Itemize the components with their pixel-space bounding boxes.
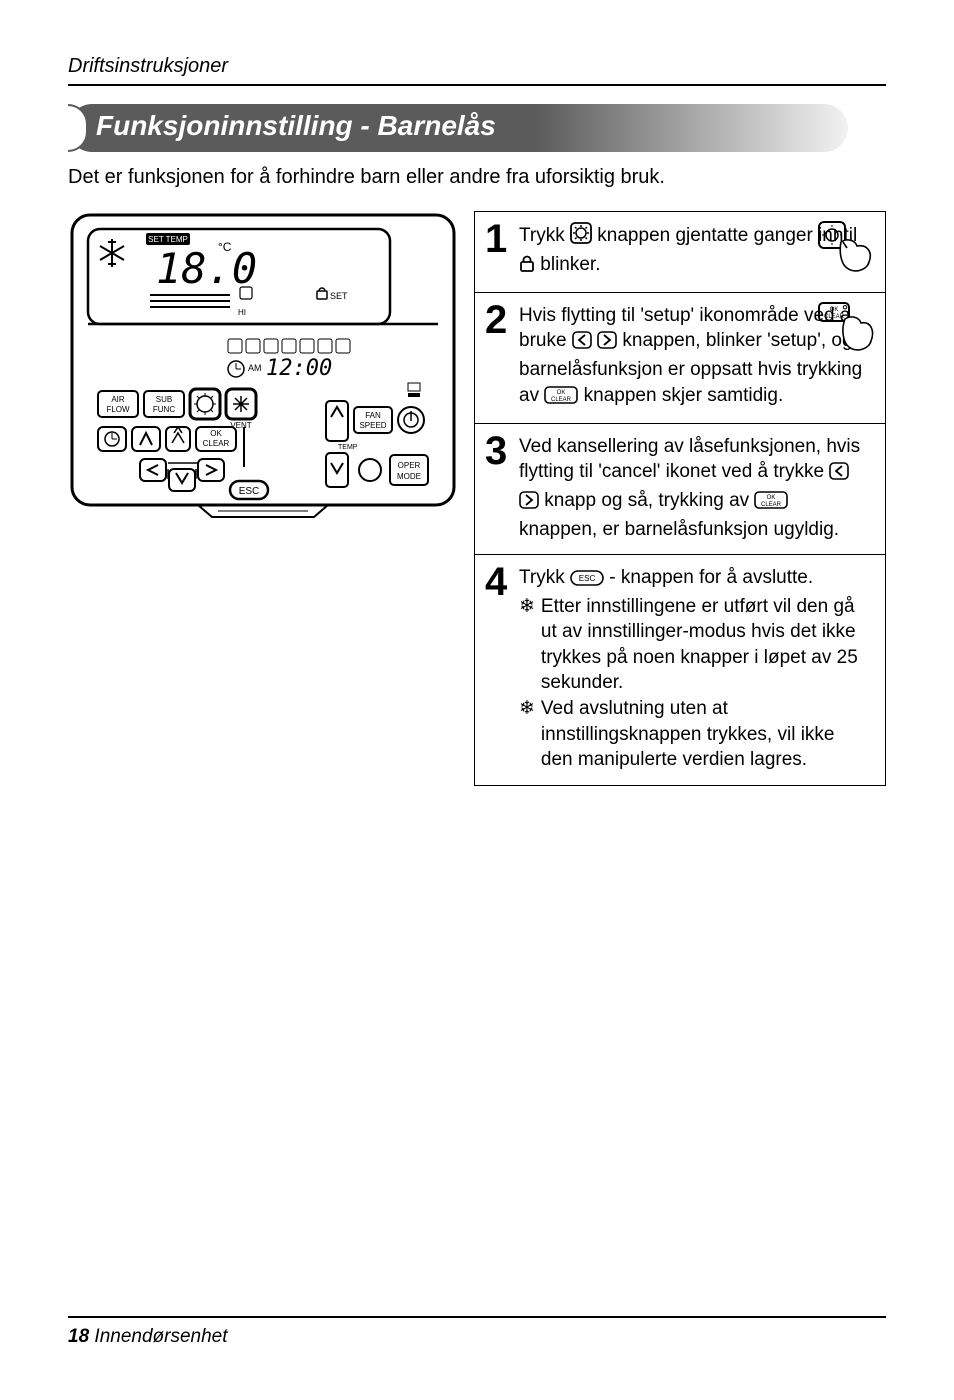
note-text: Ved avslutning uten at innstillingsknapp… [541,696,871,773]
left-arrow-box-icon [572,331,592,357]
svg-text:FUNC: FUNC [153,405,175,414]
svg-text:SPEED: SPEED [359,421,386,430]
hand-press-icon: OKCLEAR [817,301,877,362]
svg-text:CLEAR: CLEAR [761,502,782,508]
step-1: 1 Trykk knappen gjentatte ganger inntil … [474,211,886,293]
display-time: 12:00 [266,356,332,381]
footer-section: Innendørsenhet [94,1326,227,1347]
right-arrow-box-icon [519,491,539,517]
remote-illustration: SET TEMP 18.0 °C HI SET [68,211,458,541]
hand-press-icon [817,220,877,281]
svg-text:FLOW: FLOW [106,405,130,414]
step-3: 3 Ved kansellering av låsefunksjonen, hv… [474,423,886,556]
step-body: Ved kansellering av låsefunksjonen, hvis… [519,434,871,543]
lock-icon [519,255,535,281]
svg-text:TEMP: TEMP [338,444,358,451]
step-number: 1 [485,222,513,280]
step-text: Trykk [519,225,570,246]
step-text: - knappen for å avslutte. [609,567,813,588]
svg-text:OK: OK [210,429,222,438]
svg-text:AIR: AIR [111,395,125,404]
svg-text:OK: OK [767,495,776,501]
note-text: Etter innstillingene er utført vil den g… [541,594,871,697]
gear-box-icon [570,222,592,252]
step-text: blinker. [540,254,600,275]
svg-text:°C: °C [218,240,232,254]
intro-text: Det er funksjonen for å forhindre barn e… [68,166,886,189]
right-arrow-box-icon [597,331,617,357]
snowflake-bullet-icon: ❄ [519,696,535,773]
svg-text:OK: OK [830,307,839,313]
section-title-pill: Funksjoninnstilling - Barnelås [68,104,886,152]
svg-text:CLEAR: CLEAR [824,314,845,320]
ok-clear-icon: OKCLEAR [754,491,788,517]
svg-text:VENT: VENT [230,421,251,430]
step-text: knappen, er barnelåsfunksjon ugyldig. [519,519,839,540]
remote-svg: SET TEMP 18.0 °C HI SET [68,211,458,541]
footer-rule [68,1316,886,1318]
display-set-label: SET [330,291,348,301]
step-body: Trykk ESC - knappen for å avslutte. ❄ Et… [519,565,871,773]
steps-column: 1 Trykk knappen gjentatte ganger inntil … [474,211,886,786]
svg-text:FAN: FAN [365,411,381,420]
step-text: Trykk [519,567,570,588]
step-text: knappen skjer samtidig. [584,385,784,406]
footer-text: 18 Innendørsenhet [68,1326,886,1348]
page-number: 18 [68,1326,89,1347]
step-text: knapp og så, trykking av [544,490,754,511]
snowflake-bullet-icon: ❄ [519,594,535,697]
svg-text:ESC: ESC [239,486,260,497]
step-4: 4 Trykk ESC - knappen for å avslutte. ❄ … [474,554,886,786]
display-temp: 18.0 [156,244,257,293]
page: Driftsinstruksjoner Funksjoninnstilling … [0,0,954,1400]
header-rule [68,84,886,86]
set-temp-label: SET TEMP [148,235,188,244]
step-number: 2 [485,303,513,412]
svg-text:HI: HI [238,308,246,317]
content-row: SET TEMP 18.0 °C HI SET [68,211,886,786]
step-number: 4 [485,565,513,773]
svg-text:OK: OK [557,390,566,396]
esc-pill-icon: ESC [570,568,604,594]
display-am: AM [248,363,262,373]
step-text: Ved kansellering av låsefunksjonen, hvis… [519,436,860,483]
svg-text:MODE: MODE [397,472,421,481]
svg-text:CLEAR: CLEAR [551,397,572,403]
svg-text:SUB: SUB [156,395,172,404]
section-title: Funksjoninnstilling - Barnelås [96,110,496,142]
svg-text:ESC: ESC [579,574,596,583]
ok-clear-icon: OKCLEAR [544,386,578,412]
page-footer: 18 Innendørsenhet [68,1316,886,1348]
svg-text:CLEAR: CLEAR [203,439,230,448]
left-arrow-box-icon [829,462,849,488]
svg-text:OPER: OPER [398,461,421,470]
step-2: 2 Hvis flytting til 'setup' ikonområde v… [474,292,886,425]
step-number: 3 [485,434,513,543]
running-head: Driftsinstruksjoner [68,55,886,78]
